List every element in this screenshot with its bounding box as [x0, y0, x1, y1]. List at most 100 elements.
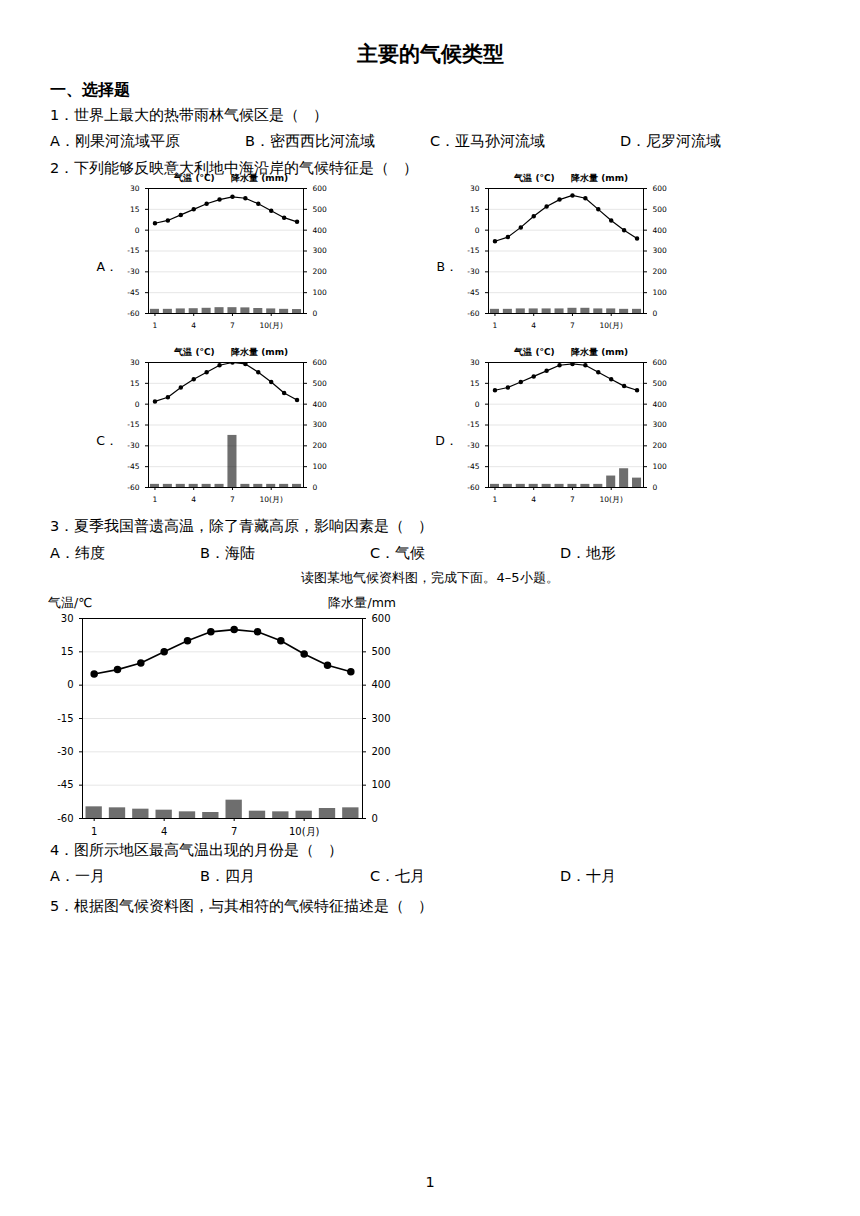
svg-text:-30: -30 [467, 441, 479, 450]
html-text:A．刚果河流域平原: A．刚果河流域平原 [50, 133, 180, 149]
svg-text:400: 400 [372, 679, 391, 690]
svg-text:0: 0 [475, 226, 480, 235]
svg-text:1: 1 [153, 495, 158, 504]
svg-text:-15: -15 [467, 420, 479, 429]
svg-text:500: 500 [653, 205, 668, 214]
svg-text:-30: -30 [57, 746, 73, 757]
svg-text:-60: -60 [467, 309, 479, 318]
svg-text:4: 4 [191, 495, 196, 504]
svg-text:-15: -15 [57, 713, 73, 724]
svg-text:300: 300 [313, 420, 328, 429]
svg-text:-15: -15 [467, 246, 479, 255]
svg-text:0: 0 [372, 813, 378, 824]
svg-text:100: 100 [313, 288, 328, 297]
svg-text:15: 15 [470, 379, 480, 388]
svg-text:200: 200 [313, 267, 328, 276]
html-text:一、选择题: 一、选择题 [50, 80, 130, 99]
svg-text:7: 7 [231, 826, 237, 837]
svg-text:500: 500 [313, 205, 328, 214]
html-text:C．亚马孙河流域: C．亚马孙河流域 [430, 133, 546, 149]
svg-text:200: 200 [653, 267, 668, 276]
svg-text:300: 300 [372, 713, 391, 724]
svg-text:200: 200 [653, 441, 668, 450]
html-text:2．下列能够反映意大利地中海沿岸的气候特征是（ ）: 2．下列能够反映意大利地中海沿岸的气候特征是（ ） [50, 160, 419, 176]
svg-text:7: 7 [230, 495, 235, 504]
html-text:主要的气候类型: 主要的气候类型 [356, 42, 504, 66]
svg-text:15: 15 [130, 379, 140, 388]
svg-text:0: 0 [67, 679, 73, 690]
svg-text:100: 100 [372, 779, 391, 790]
svg-text:500: 500 [372, 646, 391, 657]
svg-text:10(月): 10(月) [260, 495, 283, 504]
svg-text:7: 7 [570, 321, 575, 330]
svg-text:300: 300 [653, 246, 668, 255]
svg-text:-45: -45 [127, 288, 139, 297]
svg-text:400: 400 [313, 400, 328, 409]
svg-text:100: 100 [653, 288, 668, 297]
svg-text:10(月): 10(月) [600, 495, 623, 504]
html-text:D．尼罗河流域: D．尼罗河流域 [620, 133, 722, 149]
svg-text:100: 100 [653, 462, 668, 471]
svg-text:500: 500 [653, 379, 668, 388]
svg-text:500: 500 [313, 379, 328, 388]
svg-text:30: 30 [470, 184, 480, 193]
svg-text:-45: -45 [127, 462, 139, 471]
svg-text:100: 100 [313, 462, 328, 471]
svg-text:15: 15 [61, 646, 74, 657]
svg-text:600: 600 [372, 613, 391, 624]
svg-text:300: 300 [653, 420, 668, 429]
html-text:1．世界上最大的热带雨林气候区是（ ）: 1．世界上最大的热带雨林气候区是（ ） [50, 107, 329, 123]
svg-text:-45: -45 [467, 462, 479, 471]
svg-text:1: 1 [493, 321, 498, 330]
svg-text:30: 30 [130, 184, 140, 193]
svg-text:0: 0 [135, 400, 140, 409]
svg-text:0: 0 [653, 483, 658, 492]
svg-text:-60: -60 [57, 813, 73, 824]
svg-text:15: 15 [130, 205, 140, 214]
svg-text:0: 0 [653, 309, 658, 318]
svg-text:-60: -60 [127, 483, 139, 492]
svg-text:600: 600 [653, 184, 668, 193]
svg-text:200: 200 [313, 441, 328, 450]
svg-text:10(月): 10(月) [260, 321, 283, 330]
svg-text:0: 0 [475, 400, 480, 409]
svg-text:-45: -45 [57, 779, 73, 790]
html-text:A．纬度: A．纬度 [50, 545, 105, 561]
svg-text:-60: -60 [127, 309, 139, 318]
svg-text:1: 1 [493, 495, 498, 504]
svg-text:4: 4 [191, 321, 196, 330]
svg-text:4: 4 [531, 321, 536, 330]
svg-text:0: 0 [313, 483, 318, 492]
svg-text:0: 0 [313, 309, 318, 318]
svg-text:0: 0 [135, 226, 140, 235]
svg-text:4: 4 [161, 826, 167, 837]
svg-text:7: 7 [570, 495, 575, 504]
svg-text:-45: -45 [467, 288, 479, 297]
svg-text:-15: -15 [127, 420, 139, 429]
svg-text:400: 400 [653, 400, 668, 409]
svg-text:1: 1 [153, 321, 158, 330]
svg-text:30: 30 [470, 358, 480, 367]
svg-text:400: 400 [313, 226, 328, 235]
svg-text:10(月): 10(月) [289, 826, 320, 837]
svg-text:-30: -30 [127, 267, 139, 276]
svg-text:7: 7 [230, 321, 235, 330]
svg-text:-30: -30 [127, 441, 139, 450]
svg-text:-60: -60 [467, 483, 479, 492]
svg-text:600: 600 [313, 358, 328, 367]
svg-text:10(月): 10(月) [600, 321, 623, 330]
svg-text:30: 30 [61, 613, 74, 624]
html-text:B．密西西比河流域: B．密西西比河流域 [245, 133, 375, 149]
svg-text:1: 1 [91, 826, 97, 837]
html-text:3．夏季我国普遗高温，除了青藏高原，影响因素是（ ）: 3．夏季我国普遗高温，除了青藏高原，影响因素是（ ） [50, 518, 434, 534]
svg-text:300: 300 [313, 246, 328, 255]
svg-text:400: 400 [653, 226, 668, 235]
svg-text:15: 15 [470, 205, 480, 214]
svg-text:600: 600 [313, 184, 328, 193]
svg-text:-15: -15 [127, 246, 139, 255]
svg-text:30: 30 [130, 358, 140, 367]
svg-text:4: 4 [531, 495, 536, 504]
svg-text:-30: -30 [467, 267, 479, 276]
svg-text:600: 600 [653, 358, 668, 367]
svg-text:200: 200 [372, 746, 391, 757]
